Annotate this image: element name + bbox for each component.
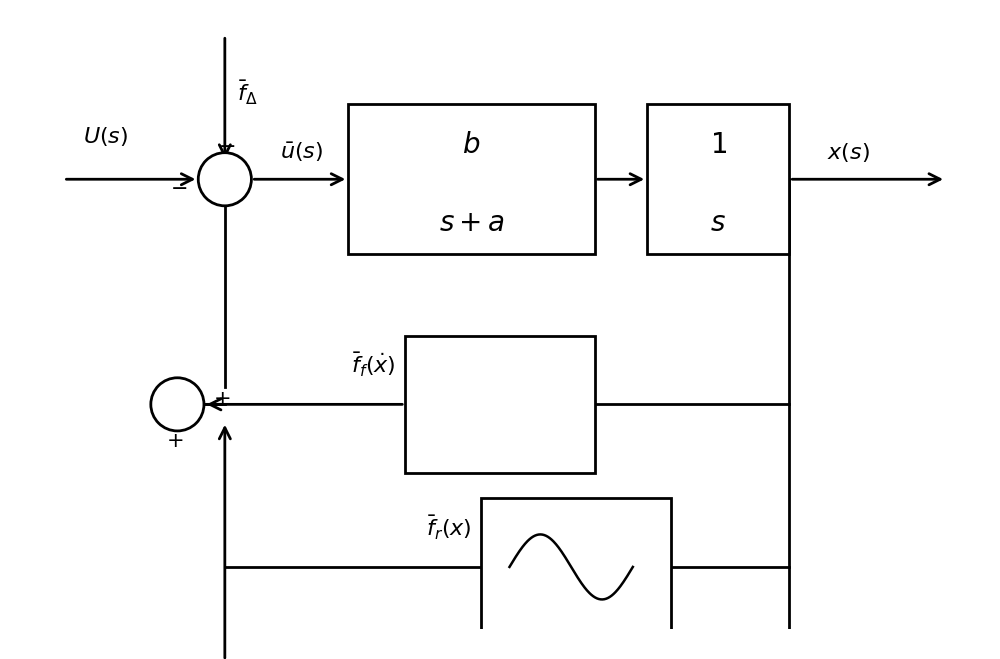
Text: $\bar{f}_{\Delta}$: $\bar{f}_{\Delta}$	[237, 79, 258, 107]
Text: $U(s)$: $U(s)$	[83, 125, 128, 148]
Text: $1$: $1$	[710, 131, 727, 159]
Text: $x(s)$: $x(s)$	[827, 140, 870, 163]
Text: $b$: $b$	[462, 131, 481, 159]
Text: $s+a$: $s+a$	[439, 209, 504, 237]
Circle shape	[151, 378, 204, 431]
Text: $+$: $+$	[166, 430, 183, 451]
Circle shape	[198, 153, 251, 206]
Bar	[481, 498, 671, 636]
Text: $\bar{f}_f(\dot{x})$: $\bar{f}_f(\dot{x})$	[351, 351, 396, 380]
Text: $\bar{f}_r(x)$: $\bar{f}_r(x)$	[426, 514, 472, 542]
Text: $\bar{u}(s)$: $\bar{u}(s)$	[280, 140, 323, 163]
Text: $-$: $-$	[170, 177, 187, 197]
Text: $-$: $-$	[218, 136, 235, 156]
Bar	[348, 104, 595, 254]
Text: $s$: $s$	[710, 209, 726, 237]
Bar	[405, 335, 595, 473]
Bar	[647, 104, 789, 254]
Text: $+$: $+$	[213, 389, 231, 409]
